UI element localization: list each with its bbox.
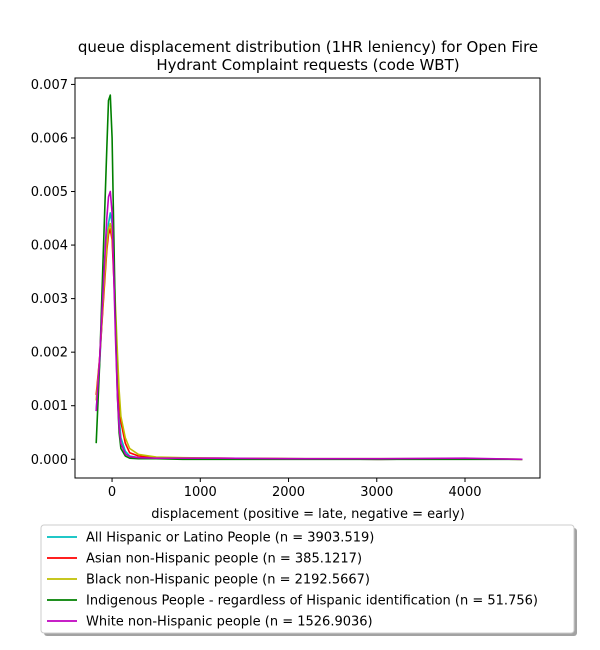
x-tick-label-4: 4000 <box>448 485 481 500</box>
x-tick-label-1: 1000 <box>184 485 217 500</box>
y-tick-label-4: 0.004 <box>31 239 68 254</box>
legend-label-0: All Hispanic or Latino People (n = 3903.… <box>86 531 374 546</box>
legend-frame <box>40 524 575 634</box>
y-axis: 0.000 0.001 0.002 0.003 0.004 0.005 0.006 0.007 <box>31 78 75 468</box>
x-tick-label-3: 3000 <box>360 485 393 500</box>
y-tick-label-0: 0.000 <box>31 453 68 468</box>
series-line-4 <box>95 190 523 461</box>
y-tick-label-5: 0.005 <box>31 185 68 200</box>
x-tick-label-2: 2000 <box>272 485 305 500</box>
x-axis-label: displacement (positive = late, negative … <box>151 507 465 522</box>
y-tick-label-1: 0.001 <box>31 399 68 414</box>
legend-label-4: White non-Hispanic people (n = 1526.9036… <box>86 615 373 630</box>
legend-label-2: Black non-Hispanic people (n = 2192.5667… <box>86 573 370 588</box>
y-tick-label-2: 0.002 <box>31 346 68 361</box>
legend: All Hispanic or Latino People (n = 3903.… <box>40 524 577 636</box>
y-tick-label-6: 0.006 <box>31 131 68 146</box>
plot-area <box>74 77 541 479</box>
y-tick-label-7: 0.007 <box>31 78 68 93</box>
chart-title-line-1: queue displacement distribution (1HR len… <box>78 38 538 56</box>
chart-title-line-2: Hydrant Complaint requests (code WBT) <box>156 56 459 74</box>
plot-frame <box>74 77 541 479</box>
series-layer <box>95 94 523 461</box>
x-tick-label-0: 0 <box>108 485 116 500</box>
y-tick-label-3: 0.003 <box>31 292 68 307</box>
x-axis: 0 1000 2000 3000 4000 <box>108 478 482 500</box>
legend-label-1: Asian non-Hispanic people (n = 385.1217) <box>86 552 362 567</box>
legend-label-3: Indigenous People - regardless of Hispan… <box>86 594 538 609</box>
